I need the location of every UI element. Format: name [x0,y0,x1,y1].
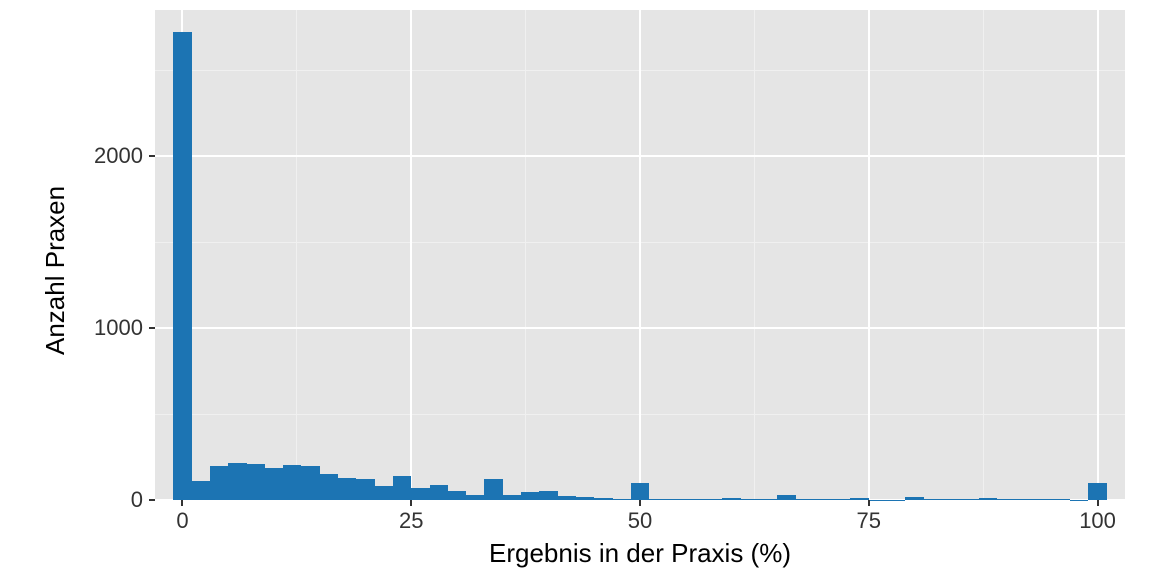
histogram-bar [301,466,319,500]
y-tick-mark [149,327,155,329]
histogram-bar [759,499,777,500]
histogram-bar [338,478,356,500]
histogram-bar [320,474,338,500]
histogram-bar [356,479,374,500]
x-tick-label: 50 [610,508,670,534]
histogram-bar [411,488,429,500]
histogram-bar [613,499,631,500]
histogram-bar [173,32,191,500]
x-tick-label: 100 [1068,508,1128,534]
histogram-bar [667,499,685,500]
histogram-bar [1015,499,1033,500]
y-tick-label: 0 [131,487,143,513]
histogram-bar [1052,499,1070,500]
histogram-bar [576,497,594,500]
x-tick-mark [868,500,870,506]
plot-panel [155,10,1125,500]
y-tick-mark [149,499,155,501]
histogram-bar [210,466,228,500]
histogram-bar [1033,499,1051,500]
y-axis-title: Anzahl Praxen [40,186,71,355]
x-tick-label: 75 [839,508,899,534]
histogram-bar [814,499,832,500]
y-tick-label: 2000 [94,143,143,169]
histogram-bar [741,499,759,500]
histogram-bar [686,499,704,500]
histogram-bar [375,486,393,500]
x-tick-mark [410,500,412,506]
histogram-bar [832,499,850,500]
y-tick-mark [149,155,155,157]
histogram-bar [393,476,411,500]
histogram-bar [850,498,868,500]
histogram-bar [594,498,612,500]
histogram-bar [704,499,722,500]
histogram-bar [649,499,667,500]
histogram-bar [796,499,814,500]
histogram-bar [777,495,795,500]
histogram-bar [558,496,576,500]
histogram-bar [960,499,978,500]
histogram-bar [924,499,942,500]
histogram-bar [521,492,539,500]
histogram-bar [265,468,283,500]
x-tick-label: 25 [381,508,441,534]
histogram-bar [283,465,301,500]
histogram-bar [448,491,466,500]
histogram-bar [997,499,1015,500]
x-tick-mark [181,500,183,506]
histogram-bar [979,498,997,500]
histogram-bar [942,499,960,500]
histogram-bar [1088,483,1106,500]
x-tick-label: 0 [152,508,212,534]
x-tick-mark [1097,500,1099,506]
x-tick-mark [639,500,641,506]
histogram-bar [466,495,484,500]
histogram-bar [228,463,246,500]
histogram-bar [430,485,448,500]
x-axis-title: Ergebnis in der Praxis (%) [155,538,1125,569]
y-tick-label: 1000 [94,315,143,341]
histogram-bar [503,495,521,500]
histogram-bar [484,479,502,500]
histogram-bar [905,497,923,500]
histogram-chart: Anzahl Praxen Ergebnis in der Praxis (%)… [0,0,1152,576]
histogram-bar [247,464,265,500]
bars-layer [155,10,1125,500]
histogram-bar [192,481,210,500]
histogram-bar [722,498,740,500]
histogram-bar [631,483,649,500]
histogram-bar [539,491,557,500]
